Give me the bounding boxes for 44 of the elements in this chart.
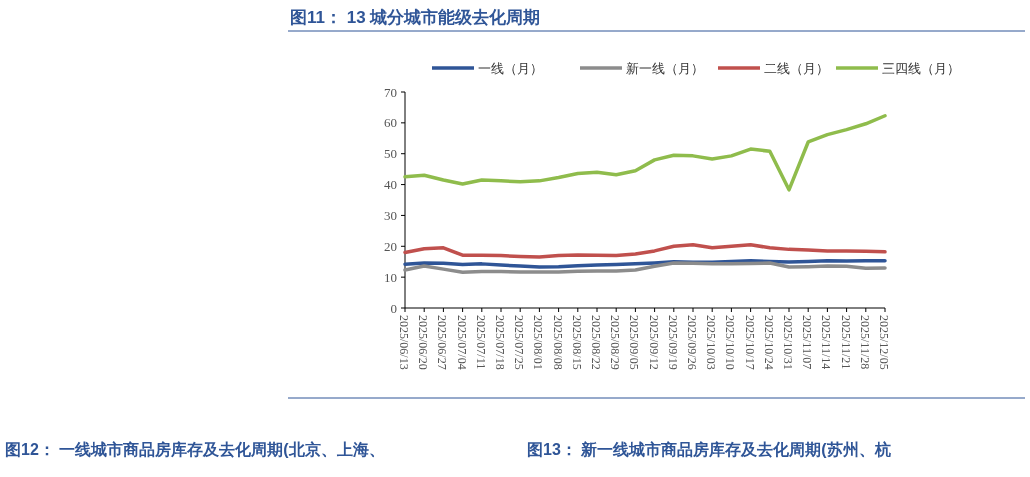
y-tick-label: 40 <box>384 177 397 193</box>
y-tick-label: 60 <box>384 115 397 131</box>
legend-label: 二线（月） <box>764 61 829 76</box>
x-tick-label: 2025/09/19 <box>665 315 680 370</box>
y-tick-label: 50 <box>384 146 397 162</box>
x-tick-label: 2025/08/01 <box>531 315 546 370</box>
x-tick-label: 2025/07/25 <box>512 315 527 370</box>
x-tick-label: 2025/07/11 <box>473 315 488 370</box>
x-tick-label: 2025/06/13 <box>397 315 411 370</box>
x-tick-label: 2025/10/17 <box>742 315 757 370</box>
x-tick-label: 2025/12/05 <box>877 315 891 370</box>
x-tick-label: 2025/08/29 <box>608 315 623 370</box>
legend-label: 三四线（月） <box>882 61 960 76</box>
x-tick-label: 2025/06/20 <box>416 315 431 370</box>
x-tick-label: 2025/11/14 <box>819 315 834 370</box>
legend-label: 新一线（月） <box>626 61 704 76</box>
x-tick-label: 2025/10/24 <box>761 315 776 370</box>
y-tick-label: 30 <box>384 207 397 223</box>
x-tick-label: 2025/06/27 <box>435 315 450 370</box>
line-series <box>403 261 887 274</box>
chart-title: 图11： 13 城分城市能级去化周期 <box>290 8 541 27</box>
x-tick-label: 2025/10/31 <box>781 315 795 370</box>
legend-label: 一线（月） <box>478 61 543 76</box>
x-tick-label: 2025/09/05 <box>627 315 642 370</box>
x-tick-label: 2025/10/03 <box>704 315 719 370</box>
x-tick-label: 2025/07/18 <box>493 315 507 370</box>
x-tick-label: 2025/11/07 <box>800 315 815 370</box>
y-tick-label: 0 <box>390 300 397 316</box>
x-tick-label: 2025/09/26 <box>685 315 699 370</box>
caption: 图13： 新一线城市商品房库存及去化周期(苏州、杭 <box>527 440 891 458</box>
y-tick-label: 10 <box>384 269 397 285</box>
line-series <box>403 114 887 192</box>
x-tick-label: 2025/08/22 <box>589 315 603 370</box>
x-tick-label: 2025/07/04 <box>454 315 469 370</box>
x-tick-label: 2025/10/10 <box>723 315 738 370</box>
line-series <box>403 242 887 259</box>
y-tick-label: 70 <box>384 84 397 100</box>
caption: 图12： 一线城市商品房库存及去化周期(北京、上海、 <box>5 440 385 458</box>
x-tick-label: 2025/08/15 <box>569 315 584 370</box>
x-tick-label: 2025/08/08 <box>550 315 565 370</box>
x-tick-label: 2025/09/12 <box>646 315 661 370</box>
x-tick-label: 2025/11/21 <box>838 315 853 370</box>
y-tick-label: 20 <box>384 238 397 254</box>
x-tick-label: 2025/11/28 <box>857 315 872 370</box>
